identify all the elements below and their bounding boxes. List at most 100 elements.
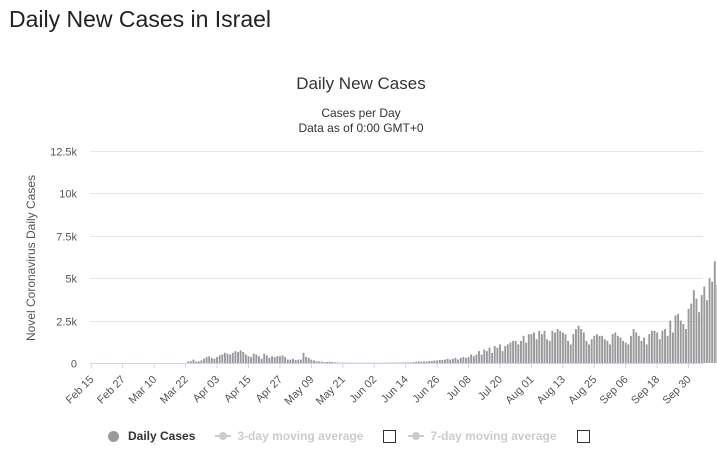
bar[interactable] (268, 357, 271, 363)
bar[interactable] (449, 359, 452, 363)
bar[interactable] (546, 339, 549, 363)
bar[interactable] (650, 330, 653, 363)
bar[interactable] (218, 355, 221, 363)
bar[interactable] (705, 300, 708, 363)
bar[interactable] (661, 330, 664, 363)
bar[interactable] (517, 344, 520, 363)
bar[interactable] (551, 330, 554, 363)
bar[interactable] (614, 332, 617, 363)
bar[interactable] (205, 357, 208, 363)
bar[interactable] (265, 355, 268, 363)
bar[interactable] (622, 340, 625, 363)
checkbox-7day-average[interactable] (576, 429, 590, 443)
bar[interactable] (299, 359, 302, 363)
bar[interactable] (242, 351, 245, 363)
bar[interactable] (564, 334, 567, 363)
bar[interactable] (491, 352, 494, 363)
bar[interactable] (297, 359, 300, 363)
bar[interactable] (567, 340, 570, 363)
bar[interactable] (336, 362, 339, 363)
bar[interactable] (616, 335, 619, 363)
bar[interactable] (292, 358, 294, 363)
bars-daily-cases[interactable] (187, 173, 717, 363)
bar[interactable] (713, 261, 716, 363)
bar[interactable] (598, 335, 601, 363)
bar[interactable] (624, 342, 627, 363)
bar[interactable] (315, 361, 318, 363)
bar[interactable] (496, 347, 499, 363)
bar[interactable] (677, 313, 680, 363)
bar[interactable] (438, 359, 441, 363)
bar[interactable] (260, 358, 263, 363)
bar[interactable] (658, 339, 661, 363)
bar[interactable] (674, 315, 677, 363)
bar[interactable] (313, 360, 315, 363)
bar[interactable] (493, 346, 496, 363)
bar[interactable] (535, 339, 538, 363)
bar[interactable] (451, 358, 454, 363)
bar[interactable] (255, 354, 258, 363)
bar[interactable] (258, 356, 260, 363)
bar[interactable] (423, 361, 425, 363)
bar[interactable] (590, 339, 593, 363)
bar[interactable] (252, 353, 255, 363)
bar[interactable] (221, 354, 224, 363)
bar[interactable] (653, 330, 656, 363)
bar[interactable] (687, 308, 690, 363)
bar[interactable] (512, 340, 515, 363)
bar[interactable] (548, 340, 551, 363)
bar[interactable] (331, 361, 334, 363)
bar[interactable] (506, 344, 509, 363)
bar[interactable] (561, 332, 564, 363)
bar[interactable] (499, 344, 501, 363)
bar[interactable] (333, 362, 336, 363)
bar[interactable] (441, 359, 444, 363)
bar[interactable] (430, 360, 433, 363)
bar[interactable] (703, 286, 706, 363)
bar[interactable] (200, 360, 203, 363)
bar[interactable] (575, 329, 577, 363)
bar[interactable] (470, 354, 473, 363)
legend-item-daily-cases[interactable]: Daily Cases (108, 429, 195, 443)
bar[interactable] (223, 352, 226, 363)
bar[interactable] (208, 356, 211, 363)
bar[interactable] (664, 329, 666, 363)
bar[interactable] (278, 356, 281, 363)
bar[interactable] (286, 359, 289, 363)
bar[interactable] (302, 352, 305, 363)
bar[interactable] (234, 351, 237, 363)
bar[interactable] (284, 357, 287, 363)
bar[interactable] (522, 335, 525, 363)
bar[interactable] (197, 361, 200, 363)
bar[interactable] (572, 334, 575, 363)
bar[interactable] (682, 323, 685, 363)
bar[interactable] (467, 357, 470, 363)
bar[interactable] (671, 332, 674, 363)
bar[interactable] (273, 357, 276, 363)
bar[interactable] (585, 340, 588, 363)
bar[interactable] (409, 362, 412, 363)
bar[interactable] (307, 357, 310, 363)
checkbox-3day-average[interactable] (383, 429, 397, 443)
bar[interactable] (643, 337, 645, 363)
bar[interactable] (446, 358, 449, 363)
bar[interactable] (485, 351, 488, 363)
bar[interactable] (247, 356, 250, 363)
bar[interactable] (601, 335, 604, 363)
bar[interactable] (527, 334, 530, 363)
bar[interactable] (577, 325, 580, 363)
bar[interactable] (543, 330, 546, 363)
bar[interactable] (203, 358, 205, 363)
bar[interactable] (514, 340, 517, 363)
bar[interactable] (195, 361, 198, 363)
bar[interactable] (609, 344, 611, 363)
bar[interactable] (711, 281, 714, 363)
bar[interactable] (415, 361, 418, 363)
bar[interactable] (480, 354, 483, 363)
bar[interactable] (226, 353, 229, 363)
bar[interactable] (519, 340, 522, 363)
bar[interactable] (210, 357, 213, 363)
bar[interactable] (281, 355, 284, 363)
bar[interactable] (433, 360, 436, 363)
bar[interactable] (425, 361, 428, 363)
